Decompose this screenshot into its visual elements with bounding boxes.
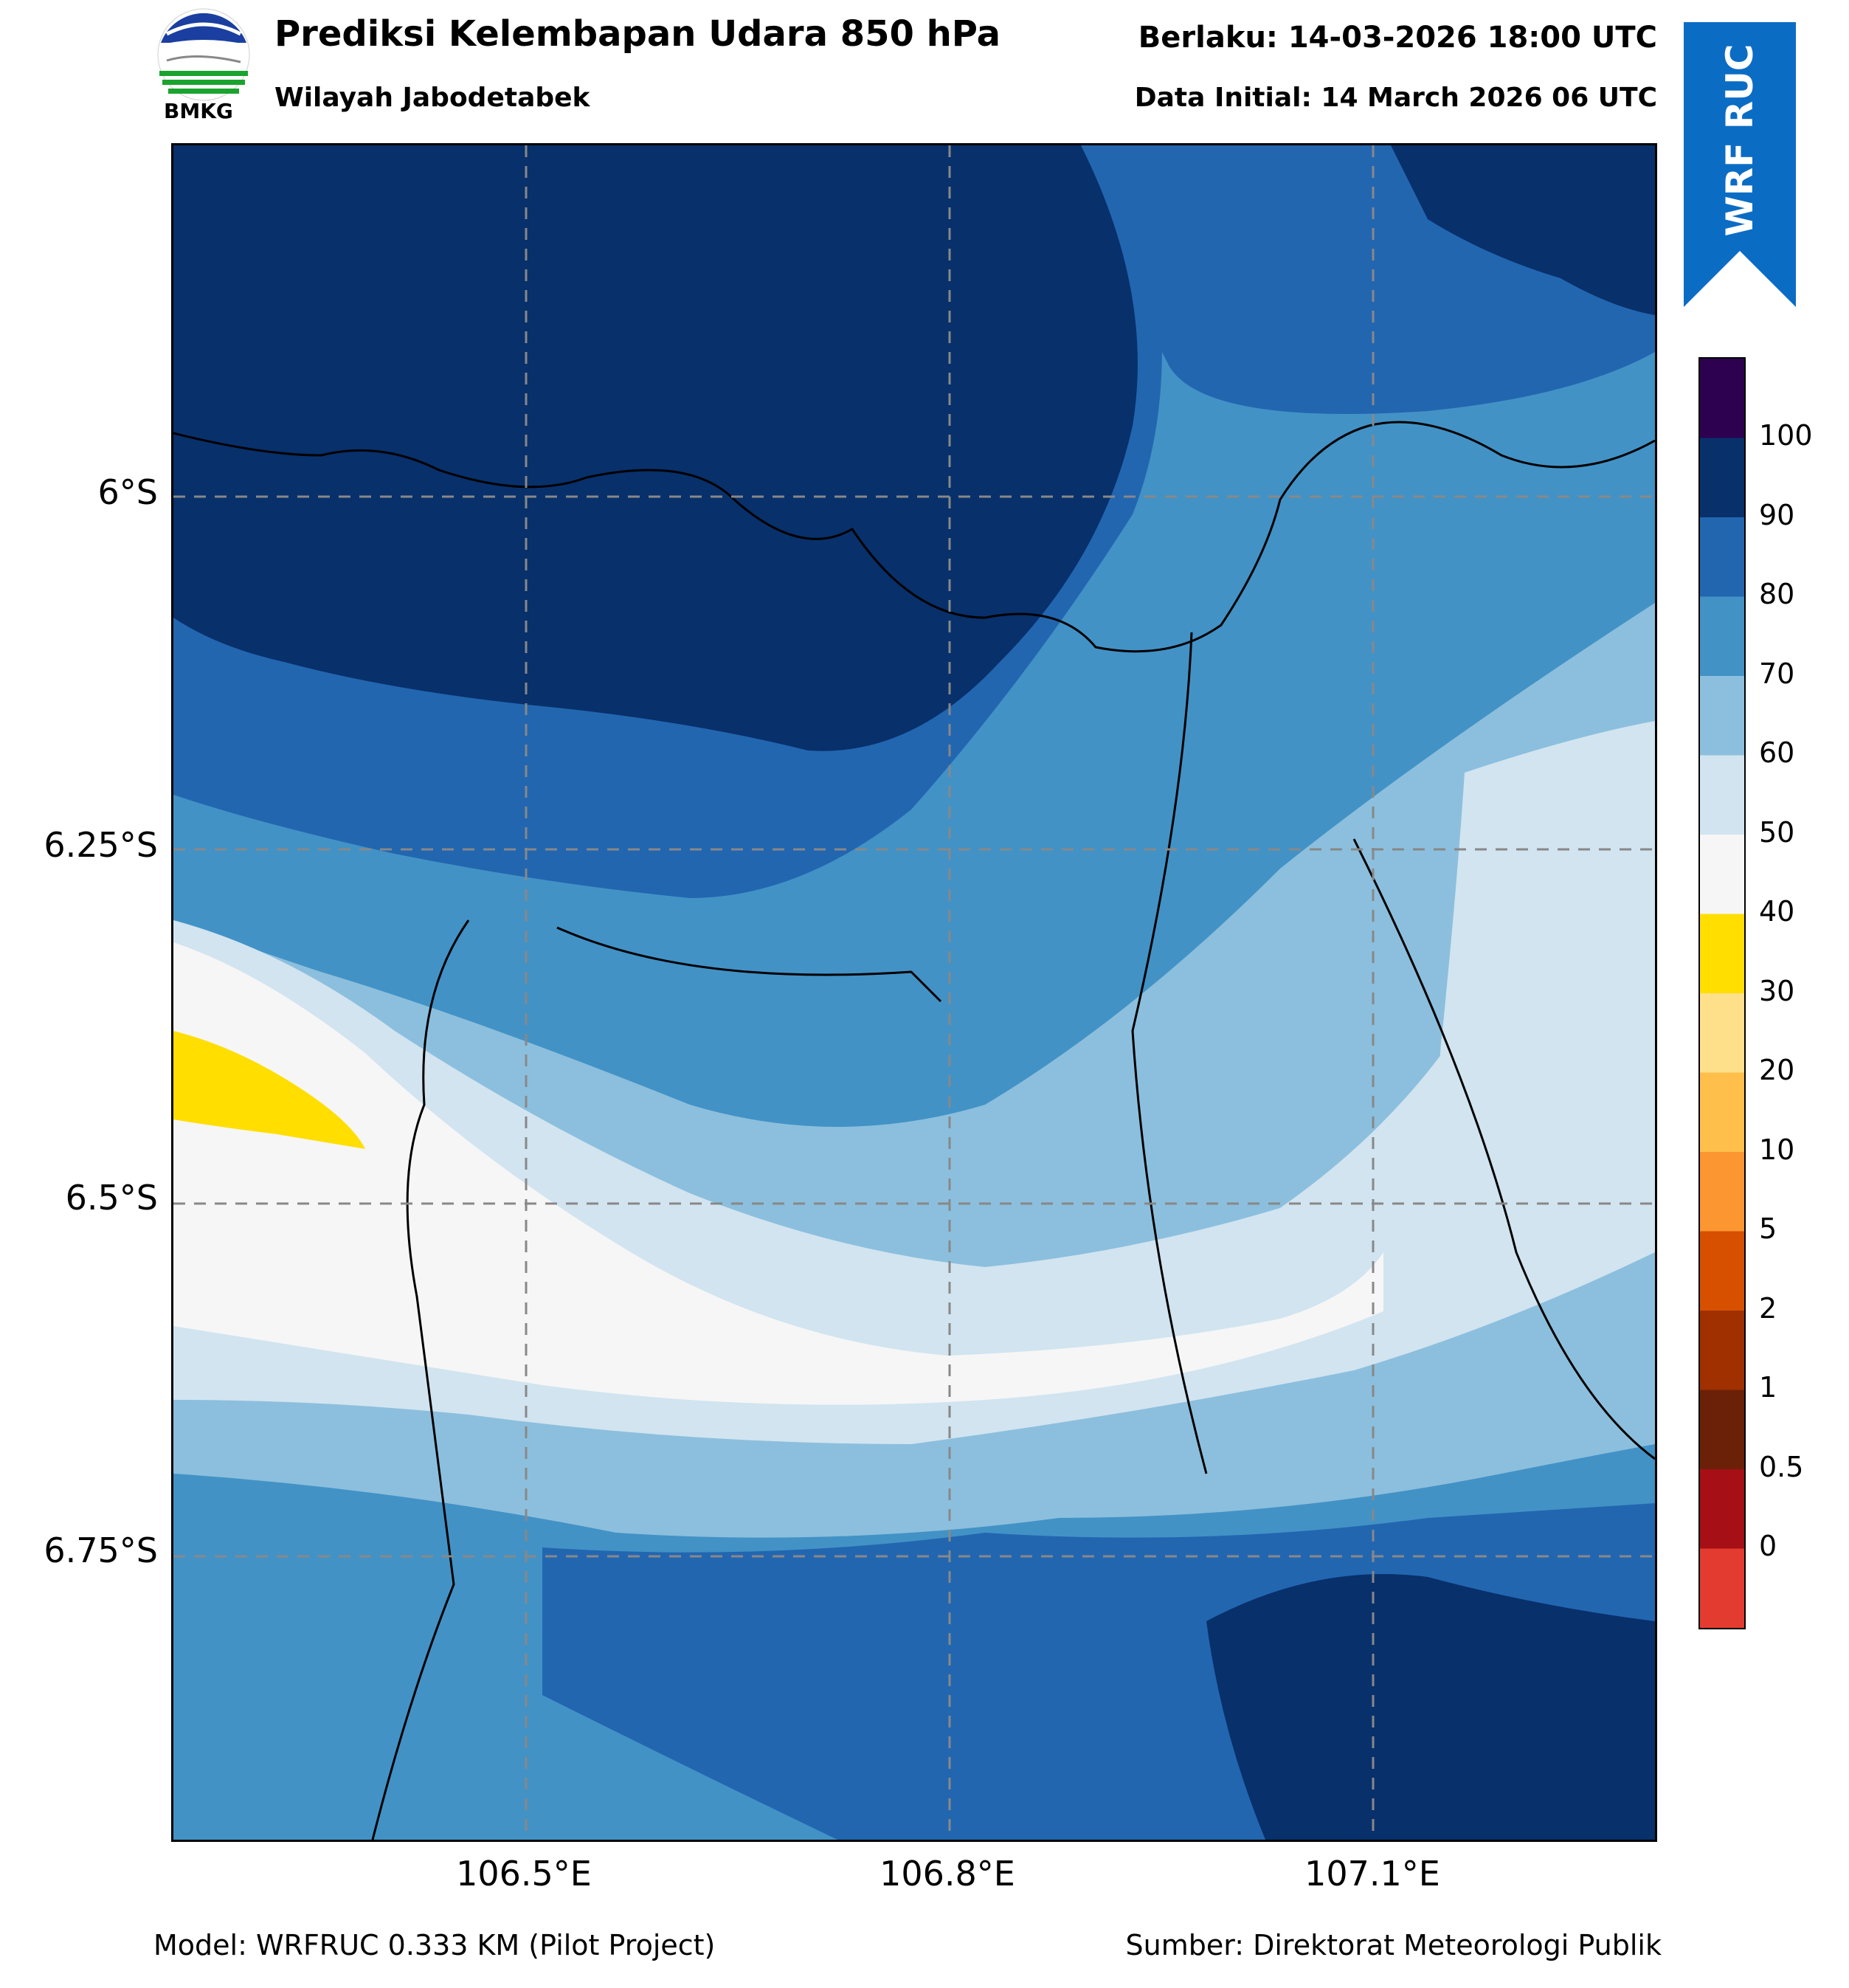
cb-swatch <box>1700 1390 1744 1469</box>
valid-time: Berlaku: 14-03-2026 18:00 UTC <box>1138 21 1657 55</box>
cb-label: 80 <box>1759 578 1795 610</box>
lat-label-625s: 6.25°S <box>44 825 158 865</box>
lon-label-1071e: 107.1°E <box>1304 1854 1440 1894</box>
cb-swatch <box>1700 835 1744 914</box>
cb-label: 0.5 <box>1759 1451 1804 1483</box>
graticule <box>173 145 1655 1840</box>
wrf-ruc-badge: WRF RUC <box>1684 22 1796 307</box>
cb-label: 70 <box>1759 658 1795 690</box>
cb-swatch <box>1700 914 1744 993</box>
lat-label-6s: 6°S <box>97 472 158 512</box>
cb-swatch <box>1700 1469 1744 1549</box>
model-footer: Model: WRFRUC 0.333 KM (Pilot Project) <box>153 1929 716 1961</box>
cb-swatch <box>1700 1152 1744 1232</box>
colorbar-swatches <box>1700 359 1744 1628</box>
cb-label: 2 <box>1759 1292 1777 1325</box>
cb-label: 1 <box>1759 1371 1777 1404</box>
cb-swatch <box>1700 993 1744 1073</box>
cb-swatch <box>1700 438 1744 517</box>
lon-label-1068e: 106.8°E <box>879 1854 1015 1894</box>
cb-label: 10 <box>1759 1133 1795 1166</box>
cb-swatch <box>1700 359 1744 438</box>
cb-label: 0 <box>1759 1530 1777 1562</box>
source-footer: Sumber: Direktorat Meteorologi Publik <box>1125 1929 1662 1961</box>
cb-swatch <box>1700 517 1744 597</box>
cb-label: 40 <box>1759 895 1795 928</box>
cb-swatch <box>1700 1548 1744 1628</box>
cb-label: 50 <box>1759 816 1795 849</box>
map-title: Prediksi Kelembapan Udara 850 hPa <box>274 13 1001 55</box>
lon-label-1065e: 106.5°E <box>456 1854 592 1894</box>
ribbon-icon <box>1684 22 1796 307</box>
cb-swatch <box>1700 1311 1744 1390</box>
coastline <box>173 421 1655 653</box>
cb-label: 90 <box>1759 499 1795 531</box>
humidity-map <box>171 143 1657 1842</box>
cb-label: 20 <box>1759 1054 1795 1086</box>
badge-text: WRF RUC <box>1718 44 1761 237</box>
bmkg-logo: BMKG <box>152 7 255 125</box>
lat-label-65s: 6.5°S <box>65 1178 158 1218</box>
map-subtitle: Wilayah Jabodetabek <box>274 83 590 113</box>
cb-label: 60 <box>1759 736 1795 769</box>
cb-label: 100 <box>1759 419 1813 452</box>
cb-swatch <box>1700 1231 1744 1311</box>
cb-swatch <box>1700 755 1744 835</box>
field-yellow-patch <box>173 1031 365 1149</box>
colorbar <box>1698 357 1746 1629</box>
cb-swatch <box>1700 1072 1744 1152</box>
humidity-field <box>173 145 1655 1840</box>
logo-text: BMKG <box>164 99 233 123</box>
cb-label: 30 <box>1759 975 1795 1007</box>
cb-label: 5 <box>1759 1212 1777 1245</box>
cb-swatch <box>1700 676 1744 756</box>
bmkg-logo-icon <box>157 8 250 101</box>
cb-swatch <box>1700 596 1744 676</box>
init-time: Data Initial: 14 March 2026 06 UTC <box>1134 83 1657 113</box>
lat-label-675s: 6.75°S <box>44 1530 158 1570</box>
